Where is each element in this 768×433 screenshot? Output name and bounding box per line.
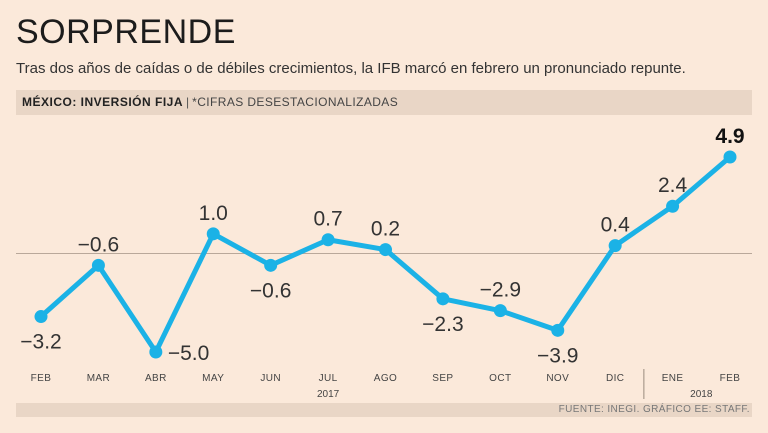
year-label: 2017	[317, 389, 340, 400]
x-tick-label: MAY	[202, 373, 224, 384]
data-label: −2.9	[480, 279, 521, 302]
data-point	[34, 310, 48, 324]
x-tick-label: FEB	[720, 373, 741, 384]
series-label-bar: MÉXICO: INVERSIÓN FIJA | *CIFRAS DESESTACI…	[16, 90, 752, 115]
x-tick-label: ENE	[662, 373, 684, 384]
data-label: 2.4	[658, 174, 688, 197]
data-point	[436, 292, 450, 306]
x-tick-label: JUL	[319, 373, 338, 384]
x-tick-label: OCT	[489, 373, 511, 384]
data-point	[91, 258, 105, 272]
data-label: −2.3	[422, 313, 463, 336]
series-name: MÉXICO: INVERSIÓN FIJA	[22, 95, 184, 109]
x-tick-label: DIC	[606, 373, 624, 384]
data-point	[149, 345, 163, 359]
x-tick-label: SEP	[432, 373, 453, 384]
data-label: 1.0	[199, 202, 228, 225]
data-label: 0.4	[601, 214, 631, 237]
data-label: 0.2	[371, 218, 400, 241]
data-label: −5.0	[168, 342, 209, 365]
data-point	[206, 227, 220, 241]
data-point	[723, 150, 737, 164]
series-separator: |	[186, 95, 190, 109]
x-tick-label: FEB	[31, 373, 52, 384]
data-label: −0.6	[250, 279, 291, 302]
x-tick-label: NOV	[546, 373, 569, 384]
data-point	[379, 243, 392, 257]
source-credit: FUENTE: INEGI. GRÁFICO EE: STAFF.	[558, 404, 750, 415]
x-tick-label: AGO	[374, 373, 397, 384]
data-label: 0.7	[313, 208, 342, 231]
x-tick-label: JUN	[260, 373, 281, 384]
chart-title: SORPRENDE	[16, 13, 236, 51]
data-label: 4.9	[715, 125, 744, 148]
chart-subtitle: Tras dos años de caídas o de débiles cre…	[16, 60, 686, 77]
series-label: MÉXICO: INVERSIÓN FIJA | *CIFRAS DESESTACI…	[22, 95, 398, 109]
x-tick-label: ABR	[145, 373, 167, 384]
data-point	[666, 199, 680, 213]
data-point	[551, 323, 565, 337]
data-point	[493, 304, 507, 318]
series-note: *CIFRAS DESESTACIONALIZADAS	[192, 95, 399, 109]
year-label: 2018	[690, 389, 713, 400]
data-point	[608, 239, 622, 253]
data-point	[321, 233, 335, 247]
footer-band	[16, 403, 752, 417]
data-label: −3.2	[20, 331, 61, 354]
x-tick-label: MAR	[87, 373, 110, 384]
data-point	[264, 258, 278, 272]
data-label: −3.9	[537, 344, 578, 367]
data-label: −0.6	[78, 233, 119, 256]
